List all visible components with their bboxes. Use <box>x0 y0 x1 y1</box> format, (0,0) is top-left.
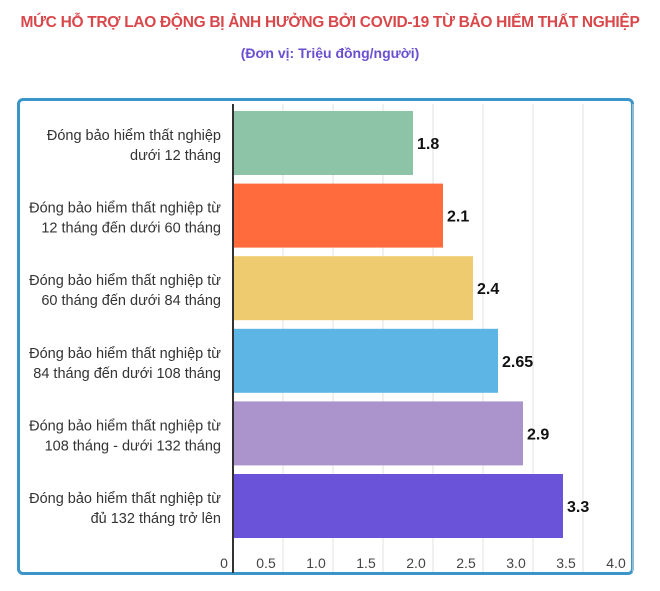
category-label: Đóng bảo hiểm thất nghiệp từ <box>29 418 221 434</box>
data-label: 2.65 <box>502 354 533 371</box>
category-label: Đóng bảo hiểm thất nghiệp từ <box>29 346 221 362</box>
x-tick-label: 1.0 <box>306 555 326 571</box>
category-label: Đóng bảo hiểm thất nghiệp <box>47 128 221 144</box>
category-label: Đóng bảo hiểm thất nghiệp từ <box>29 491 221 507</box>
chart-subtitle: (Đơn vị: Triệu đồng/người) <box>240 45 420 61</box>
category-label: 12 tháng đến dưới 60 tháng <box>41 221 221 237</box>
category-label: 60 tháng đến dưới 84 tháng <box>41 293 221 309</box>
data-label: 2.1 <box>447 209 469 226</box>
x-tick-label: 2.5 <box>456 555 476 571</box>
x-tick-label: 2.0 <box>406 555 426 571</box>
data-label: 1.8 <box>417 136 439 153</box>
bar <box>233 328 498 393</box>
bar <box>233 256 473 321</box>
category-label: dưới 12 tháng <box>130 148 221 164</box>
x-tick-label: 4.0 <box>606 555 626 571</box>
category-label: 84 tháng đến dưới 108 tháng <box>33 366 221 382</box>
bar <box>233 474 563 538</box>
x-tick-label: 3.5 <box>556 555 576 571</box>
category-label: 108 tháng - dưới 132 tháng <box>45 438 221 454</box>
bar <box>233 401 523 466</box>
bar <box>233 111 413 175</box>
category-label: Đóng bảo hiểm thất nghiệp từ <box>29 201 221 217</box>
chart-title: MỨC HỖ TRỢ LAO ĐỘNG BỊ ẢNH HƯỞNG BỞI COV… <box>20 14 640 31</box>
x-tick-label: 0.5 <box>256 555 276 571</box>
category-label: đủ 132 tháng trở lên <box>91 511 221 527</box>
bar <box>233 183 443 248</box>
category-label: Đóng bảo hiểm thất nghiệp từ <box>29 273 221 289</box>
x-tick-label: 1.5 <box>356 555 376 571</box>
x-tick-label: 3.0 <box>506 555 526 571</box>
data-label: 2.9 <box>527 426 549 443</box>
x-tick-label: 0 <box>220 555 228 571</box>
data-label: 2.4 <box>477 281 499 298</box>
data-label: 3.3 <box>567 499 589 516</box>
